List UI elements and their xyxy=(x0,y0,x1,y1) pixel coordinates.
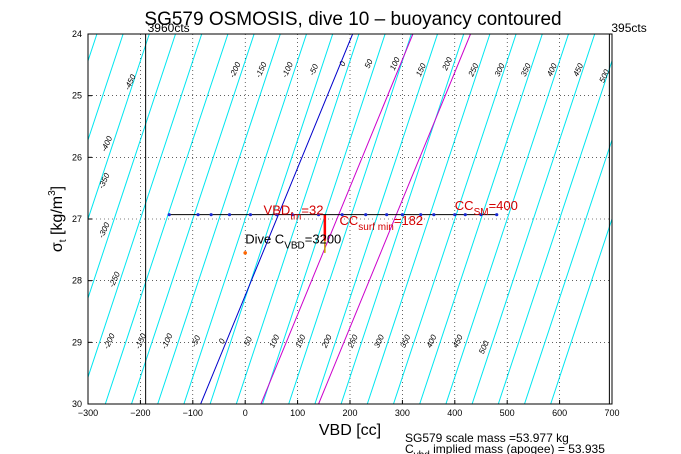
data-point xyxy=(340,213,344,217)
data-point xyxy=(167,213,171,217)
data-point xyxy=(275,213,279,217)
y-tick-label: 30 xyxy=(72,399,82,409)
x-tick-label: −200 xyxy=(130,408,150,418)
footer-notes: SG579 scale mass =53.977 kgCvbd implied … xyxy=(405,431,605,454)
y-tick-label: 27 xyxy=(72,214,82,224)
contour-line xyxy=(445,34,569,404)
highlight-lines xyxy=(200,34,471,404)
y-axis-label: σt [kg/m3] xyxy=(47,186,69,252)
x-tick-label: −300 xyxy=(78,408,98,418)
data-point xyxy=(196,213,200,217)
x-tick-label: 500 xyxy=(500,408,515,418)
highlight-line xyxy=(260,34,414,404)
x-tick-label: 300 xyxy=(395,408,410,418)
chart-title: SG579 OSMOSIS, dive 10 – buoyancy contou… xyxy=(144,9,561,30)
data-point xyxy=(479,213,483,217)
contour-line xyxy=(183,34,307,404)
contour-line xyxy=(288,34,412,404)
annotation: VBDfm=32 xyxy=(264,203,324,223)
data-point xyxy=(209,213,213,217)
footer-note: SG579 scale mass =53.977 kg xyxy=(405,431,569,445)
contour-line xyxy=(0,34,18,404)
x-tick-label: 400 xyxy=(447,408,462,418)
data-point xyxy=(419,213,423,217)
data-point xyxy=(400,213,404,217)
contour-line xyxy=(393,34,517,404)
x-tick-label: 0 xyxy=(243,408,248,418)
x-tick-label: −100 xyxy=(183,408,203,418)
contour-line xyxy=(88,34,150,221)
data-point xyxy=(227,213,232,217)
y-tick-label: 24 xyxy=(72,29,82,39)
x-tick-label: 100 xyxy=(290,408,305,418)
contour-label: 0 xyxy=(337,59,347,67)
count-label: 395cts xyxy=(611,21,646,35)
contour-line xyxy=(340,34,465,404)
contour-label: 50 xyxy=(242,335,254,347)
data-point xyxy=(453,213,457,217)
annotation: Dive CVBD=3200 xyxy=(245,232,341,252)
data-point xyxy=(495,213,499,217)
footer-note: Cvbd implied mass (apogee) = 53.935 xyxy=(405,442,605,454)
dive-mark xyxy=(243,251,247,255)
contour-label: 0 xyxy=(217,337,227,345)
contour-line xyxy=(88,34,176,300)
count-label: 3960cts xyxy=(148,21,190,35)
contour-line xyxy=(157,34,281,404)
data-point xyxy=(316,213,321,217)
annotations: VBDfm=32 CCsurf min=182 CCSM=400 Dive CVBD=… xyxy=(245,198,518,252)
y-tick-label: 26 xyxy=(72,152,82,162)
data-point xyxy=(290,213,294,217)
contour-line xyxy=(131,34,255,404)
contour-line xyxy=(471,34,596,404)
annotation: CCsurf min=182 xyxy=(340,213,424,233)
annotation: CCSM=400 xyxy=(455,198,518,218)
contour-line xyxy=(550,217,612,404)
y-tick-label: 29 xyxy=(72,337,82,347)
contour-line xyxy=(88,34,203,379)
highlight-line xyxy=(200,34,354,404)
contour-lines xyxy=(0,34,612,404)
data-point xyxy=(248,213,253,217)
contour-line xyxy=(0,34,45,404)
highlight-line xyxy=(318,34,471,404)
contour-line xyxy=(209,34,334,404)
contour-line xyxy=(88,34,124,142)
data-point xyxy=(364,213,368,217)
contour-label: 50 xyxy=(363,57,375,69)
contour-line xyxy=(235,34,360,404)
contour-line xyxy=(366,34,491,404)
contour-line xyxy=(497,59,612,404)
contour-line xyxy=(419,34,543,404)
data-point xyxy=(385,213,389,217)
contour-line xyxy=(314,34,438,404)
x-tick-label: 200 xyxy=(342,408,357,418)
count-lines: 3960cts 395cts xyxy=(145,21,647,404)
y-axis-ticks: 24 25 26 27 28 29 30 xyxy=(72,29,92,409)
x-tick-label: 700 xyxy=(604,408,619,418)
contour-line xyxy=(524,138,612,404)
y-tick-label: 28 xyxy=(72,276,82,286)
x-axis-label: VBD [cc] xyxy=(319,422,381,439)
data-point xyxy=(432,213,436,217)
dive-series xyxy=(167,213,499,217)
x-tick-label: 600 xyxy=(552,408,567,418)
contour-line xyxy=(104,34,229,404)
x-axis-ticks: −300 −200 −100 0 100 200 300 400 500 600 700 xyxy=(78,400,620,418)
y-tick-label: 25 xyxy=(72,91,82,101)
data-point xyxy=(463,213,467,217)
dive-box xyxy=(168,214,327,255)
